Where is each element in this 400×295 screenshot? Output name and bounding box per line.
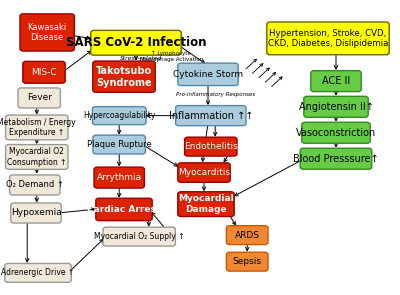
FancyBboxPatch shape	[178, 192, 234, 217]
Text: Myocarditis: Myocarditis	[178, 168, 230, 177]
FancyBboxPatch shape	[94, 167, 144, 188]
FancyBboxPatch shape	[226, 252, 268, 271]
FancyBboxPatch shape	[304, 96, 368, 117]
FancyBboxPatch shape	[178, 63, 238, 86]
FancyBboxPatch shape	[92, 106, 146, 124]
Text: Hypercoagulability: Hypercoagulability	[83, 111, 155, 120]
FancyBboxPatch shape	[96, 198, 152, 221]
FancyBboxPatch shape	[20, 14, 74, 51]
Text: Myocardial O₂ Supply ↑: Myocardial O₂ Supply ↑	[94, 232, 184, 241]
FancyBboxPatch shape	[6, 115, 68, 140]
FancyBboxPatch shape	[10, 175, 60, 195]
Text: Takotsubo
Syndrome: Takotsubo Syndrome	[96, 66, 152, 88]
FancyBboxPatch shape	[185, 137, 237, 156]
FancyBboxPatch shape	[103, 227, 175, 246]
Text: Pro-inflammatory Responses: Pro-inflammatory Responses	[176, 92, 256, 97]
FancyBboxPatch shape	[300, 148, 372, 169]
Text: Blood Presssure↑: Blood Presssure↑	[293, 154, 379, 164]
FancyBboxPatch shape	[11, 203, 61, 223]
Text: Angiotensin II↑: Angiotensin II↑	[298, 102, 374, 112]
FancyBboxPatch shape	[311, 71, 361, 91]
FancyBboxPatch shape	[91, 30, 181, 55]
FancyBboxPatch shape	[18, 88, 60, 108]
FancyBboxPatch shape	[93, 61, 155, 92]
Text: Stress-related: Stress-related	[120, 57, 162, 61]
Text: Adrenergic Drive ↑: Adrenergic Drive ↑	[1, 268, 75, 277]
Text: Cardiac Arrest: Cardiac Arrest	[87, 205, 161, 214]
Text: Inflammation ↑↑: Inflammation ↑↑	[169, 111, 253, 121]
Text: Cytokine Storm: Cytokine Storm	[173, 70, 243, 79]
Text: Metabolism / Energy
Expenditure ↑: Metabolism / Energy Expenditure ↑	[0, 118, 76, 137]
Text: Fever: Fever	[27, 94, 52, 102]
Text: Myocardial
Damage: Myocardial Damage	[178, 194, 234, 214]
Text: Hypertension, Stroke, CVD,
CKD, Diabetes, Dislipidemia: Hypertension, Stroke, CVD, CKD, Diabetes…	[268, 29, 388, 48]
Text: O₂ Demand ↑: O₂ Demand ↑	[6, 181, 64, 189]
Text: Vasoconstriction: Vasoconstriction	[296, 128, 376, 138]
FancyBboxPatch shape	[5, 263, 71, 282]
Text: Endothelitis: Endothelitis	[184, 142, 238, 151]
Text: ACE II: ACE II	[322, 76, 350, 86]
Text: Arrythmia: Arrythmia	[97, 173, 142, 182]
FancyBboxPatch shape	[93, 135, 146, 154]
FancyBboxPatch shape	[267, 22, 389, 55]
Text: ARDS: ARDS	[235, 231, 260, 240]
Text: MIS-C: MIS-C	[31, 68, 57, 77]
FancyBboxPatch shape	[176, 106, 246, 126]
Text: Sepsis: Sepsis	[233, 257, 262, 266]
Text: Myocardial O2
Consumption ↑: Myocardial O2 Consumption ↑	[7, 147, 66, 167]
FancyBboxPatch shape	[6, 145, 68, 169]
Text: SARS CoV-2 Infection: SARS CoV-2 Infection	[66, 36, 206, 49]
FancyBboxPatch shape	[23, 61, 65, 83]
FancyBboxPatch shape	[178, 163, 230, 182]
Text: Kawasaki
Disease: Kawasaki Disease	[28, 23, 67, 42]
FancyBboxPatch shape	[226, 226, 268, 245]
Text: Hypoxemia: Hypoxemia	[11, 209, 61, 217]
FancyBboxPatch shape	[302, 122, 370, 143]
Text: Plaque Rupture: Plaque Rupture	[87, 140, 152, 149]
Text: ↑ Lymphocyte
Macrophage Activation: ↑ Lymphocyte Macrophage Activation	[140, 50, 203, 62]
